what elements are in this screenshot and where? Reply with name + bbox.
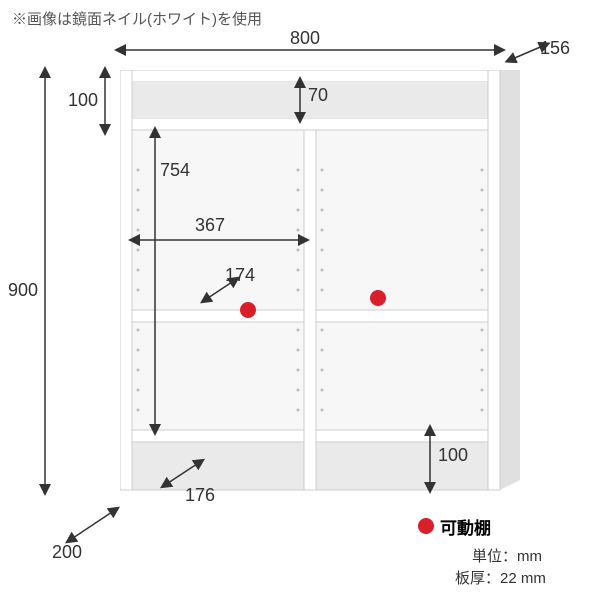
dim-70: 70	[308, 85, 328, 106]
image-note: ※画像は鏡面ネイル(ホワイト)を使用	[12, 8, 262, 29]
dim-900: 900	[8, 280, 38, 301]
dim-100-top: 100	[68, 90, 98, 111]
dim-754: 754	[160, 160, 190, 181]
dim-800: 800	[290, 28, 320, 49]
units-line: 単位：mm	[472, 545, 542, 566]
dim-156: 156	[540, 38, 570, 59]
dim-200: 200	[52, 542, 82, 563]
adjustable-dot-right	[370, 290, 386, 306]
dim-100-bottom: 100	[438, 445, 468, 466]
legend-dot-icon	[418, 518, 434, 534]
dim-176: 176	[185, 485, 215, 506]
shelf-diagram	[120, 70, 530, 510]
legend-label: 可動棚	[440, 514, 491, 539]
adjustable-dot-left	[240, 302, 256, 318]
dim-367: 367	[195, 215, 225, 236]
dim-174: 174	[225, 265, 255, 286]
thickness-line: 板厚：22 mm	[455, 567, 546, 588]
